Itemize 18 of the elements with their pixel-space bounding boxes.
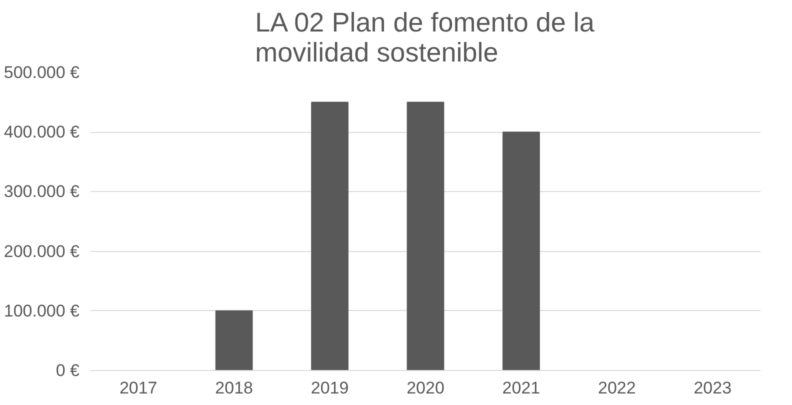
bar	[406, 102, 444, 370]
x-tick-label: 2019	[310, 378, 349, 398]
x-tick-label: 2021	[502, 378, 540, 398]
y-tick-label: 300.000 €	[4, 182, 80, 202]
y-tick-label: 100.000 €	[4, 301, 80, 320]
x-tick-label: 2018	[215, 378, 253, 398]
chart-title: LA 02 Plan de fomento de la movilidad sostenible	[255, 8, 596, 68]
x-tick-label: 2023	[694, 378, 732, 398]
y-tick-label: 500.000 €	[4, 63, 80, 82]
x-tick-label: 2020	[406, 378, 444, 398]
y-tick-label: 0 €	[56, 361, 80, 380]
bar	[311, 102, 348, 370]
y-tick-label: 400.000 €	[4, 122, 80, 142]
y-tick-label: 200.000 €	[4, 242, 80, 261]
bar	[502, 132, 540, 370]
x-tick-label: 2017	[119, 378, 158, 398]
bar	[215, 310, 253, 370]
x-tick-label: 2022	[598, 378, 636, 398]
